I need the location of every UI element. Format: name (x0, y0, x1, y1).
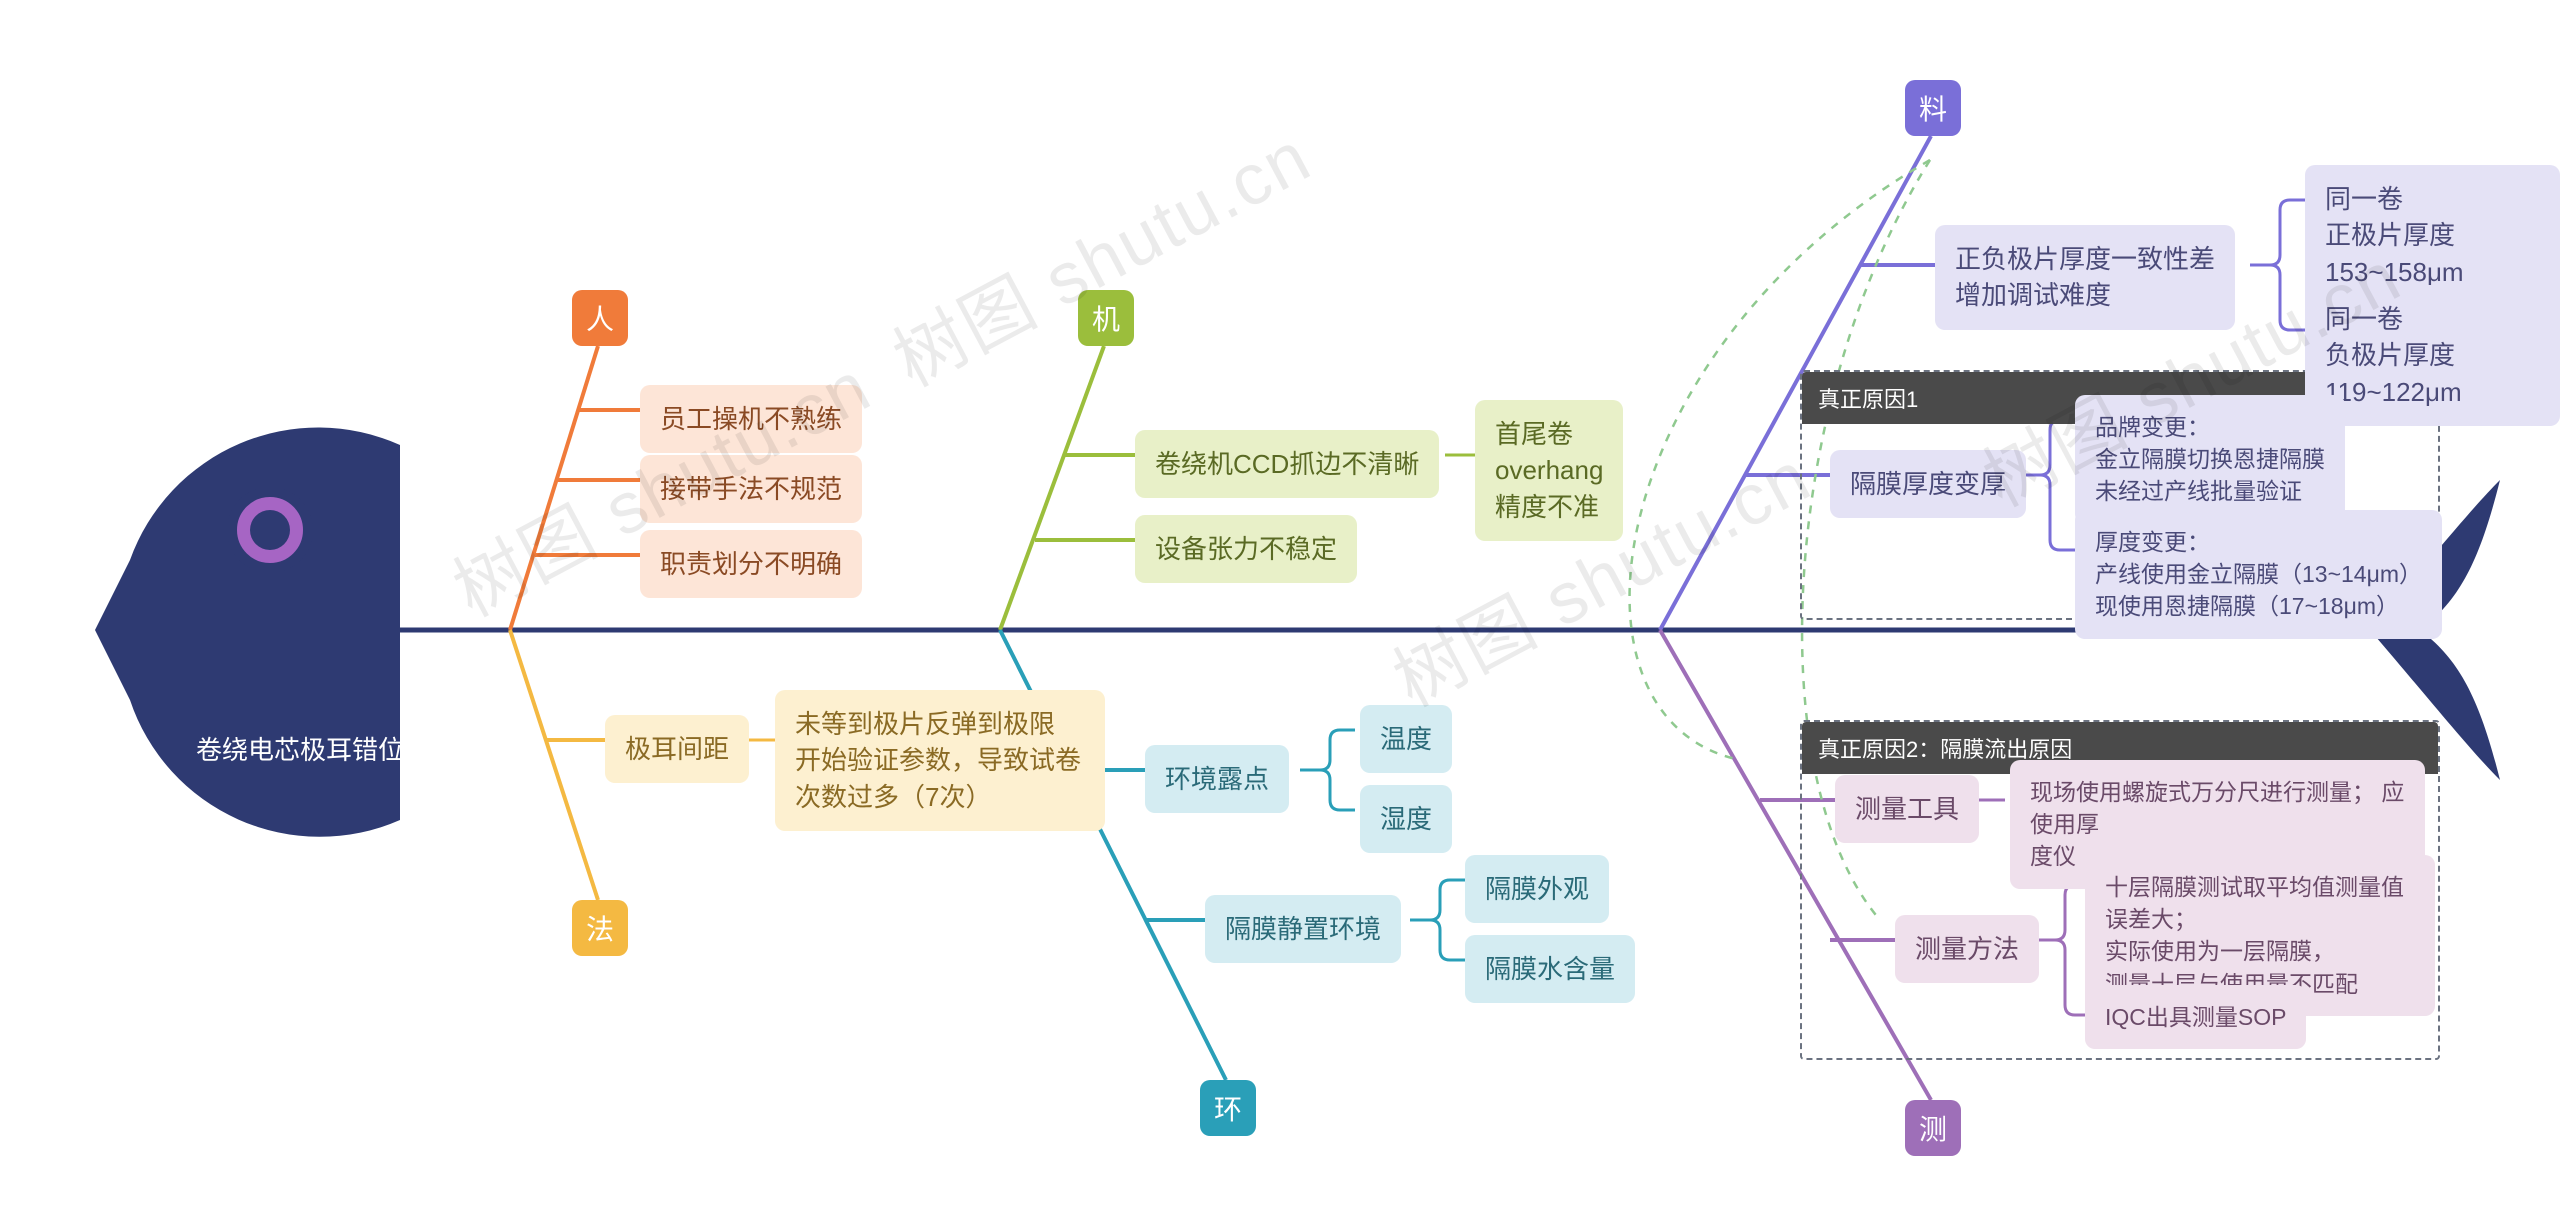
node-ji-2: 设备张力不稳定 (1135, 515, 1357, 583)
node-ren-2: 接带手法不规范 (640, 455, 862, 523)
node-ji-1: 卷绕机CCD抓边不清晰 (1135, 430, 1439, 498)
node-liao-2: 隔膜厚度变厚 (1830, 450, 2026, 518)
fish-head (95, 428, 400, 837)
category-huan: 环 (1200, 1080, 1256, 1136)
node-ce-2b: IQC出具测量SOP (2085, 985, 2306, 1049)
node-ce-2: 测量方法 (1895, 915, 2039, 983)
node-liao-1: 正负极片厚度一致性差 增加调试难度 (1935, 225, 2235, 330)
category-fa: 法 (572, 900, 628, 956)
category-ce: 测 (1905, 1100, 1961, 1156)
node-liao-2b: 厚度变更： 产线使用金立隔膜（13~14μm） 现使用恩捷隔膜（17~18μm） (2075, 510, 2442, 639)
node-ji-1a: 首尾卷 overhang 精度不准 (1475, 400, 1623, 541)
category-ji: 机 (1078, 290, 1134, 346)
head-label: 卷绕电芯极耳错位 (170, 730, 430, 767)
node-fa-1a: 未等到极片反弹到极限 开始验证参数，导致试卷 次数过多（7次） (775, 690, 1105, 831)
node-huan-1b: 湿度 (1360, 785, 1452, 853)
node-huan-2a: 隔膜外观 (1465, 855, 1609, 923)
fish-eye (250, 510, 290, 550)
node-huan-1: 环境露点 (1145, 745, 1289, 813)
node-ren-1: 员工操机不熟练 (640, 385, 862, 453)
node-huan-2b: 隔膜水含量 (1465, 935, 1635, 1003)
node-ren-3: 职责划分不明确 (640, 530, 862, 598)
node-huan-1a: 温度 (1360, 705, 1452, 773)
category-ren: 人 (572, 290, 628, 346)
node-ce-1: 测量工具 (1835, 775, 1979, 843)
node-huan-2: 隔膜静置环境 (1205, 895, 1401, 963)
category-liao: 料 (1905, 80, 1961, 136)
node-fa-1: 极耳间距 (605, 715, 749, 783)
node-liao-2a: 品牌变更： 金立隔膜切换恩捷隔膜 未经过产线批量验证 (2075, 395, 2345, 524)
